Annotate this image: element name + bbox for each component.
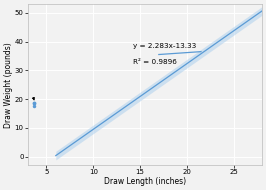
Y-axis label: Draw Weight (pounds): Draw Weight (pounds) [4, 42, 13, 128]
X-axis label: Draw Length (inches): Draw Length (inches) [104, 177, 186, 186]
Text: y = 2.283x-13.33: y = 2.283x-13.33 [133, 43, 196, 49]
Text: R² = 0.9896: R² = 0.9896 [133, 59, 176, 65]
